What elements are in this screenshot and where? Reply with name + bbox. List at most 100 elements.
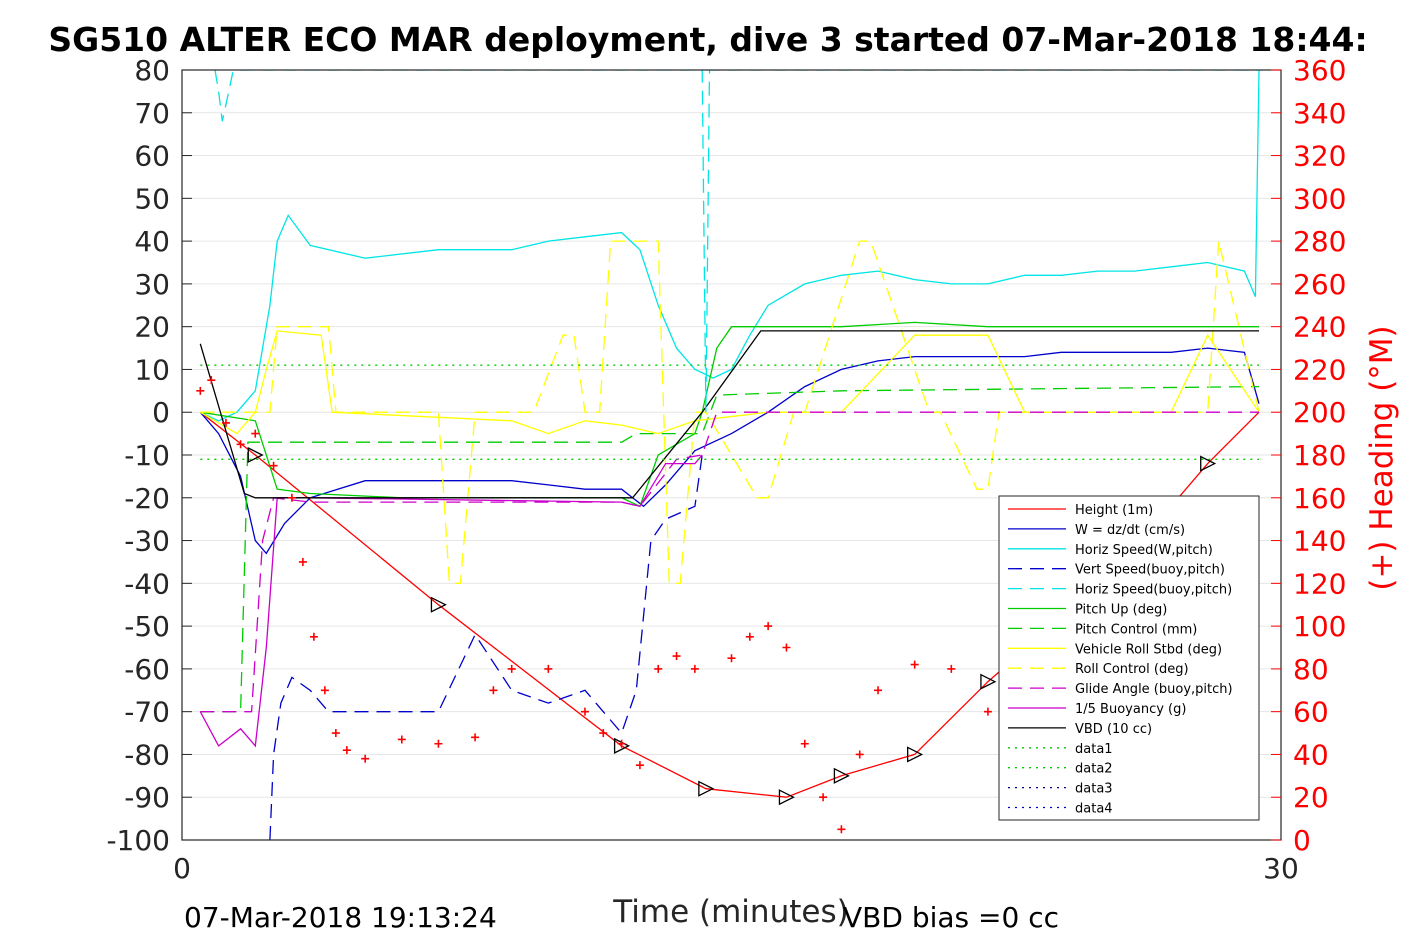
y-tick-label-left: 40 [134,225,170,258]
legend-label: data1 [1075,742,1113,757]
height-marker [907,746,924,763]
series-line-pitch-up-deg [200,321,1259,508]
y-tick-label-right: 280 [1293,225,1346,258]
chart-title: SG510 ALTER ECO MAR deployment, dive 3 s… [48,20,1367,59]
heading-point [342,746,351,755]
heading-point [221,418,230,427]
series-line-horiz-speed-w-pitch [200,70,1260,422]
heading-point [654,664,663,673]
heading-point [309,632,318,641]
heading-point [434,739,443,748]
heading-point [819,793,828,802]
legend-label: Vert Speed(buoy,pitch) [1075,563,1225,578]
y-tick-label-left: 70 [134,97,170,130]
heading-point [599,729,608,738]
heading-point [196,386,205,395]
heading-point [800,739,809,748]
series-line-vert-speed-buoy-pitch [269,454,703,840]
heading-point [251,429,260,438]
heading-point [910,660,919,669]
y-tick-label-right: 120 [1293,567,1346,600]
y-tick-label-left: -40 [124,567,170,600]
heading-point [298,557,307,566]
heading-point [269,461,278,470]
series-group [199,70,1263,840]
heading-point [983,707,992,716]
legend-label: Glide Angle (buoy,pitch) [1075,682,1233,697]
y-tick-label-left: 80 [134,54,170,87]
y-tick-label-left: 0 [152,396,170,429]
heading-point [874,686,883,695]
y-tick-label-right: 80 [1293,653,1329,686]
legend-label: VBD (10 cc) [1075,722,1152,737]
legend-label: Horiz Speed(W,pitch) [1075,543,1213,558]
y-tick-label-right: 100 [1293,610,1346,643]
heading-point [837,825,846,834]
y-tick-label-right: 300 [1293,182,1346,215]
series-line-vehicle-roll-stbd-deg [199,330,1260,435]
y-tick-label-right: 40 [1293,738,1329,771]
legend-label: data4 [1075,802,1113,817]
y-tick-label-left: -50 [124,610,170,643]
height-marker [430,596,447,613]
heading-point [236,440,245,449]
y-tick-label-left: 60 [134,140,170,173]
heading-point [471,733,480,742]
y-tick-label-right: 220 [1293,353,1346,386]
legend-label: data3 [1075,782,1113,797]
height-marker [247,446,264,464]
footer-timestamp: 07-Mar-2018 19:13:24 [184,901,497,934]
y-tick-label-left: -20 [124,482,170,515]
y-tick-label-right: 20 [1293,781,1329,814]
heading-point [635,761,644,770]
series-line-w-dz-dt-cm-s [199,347,1260,555]
heading-point [320,686,329,695]
heading-point [361,754,370,763]
heading-point [617,739,626,748]
heading-point [764,622,773,631]
y-tick-label-right: 180 [1293,439,1346,472]
y-tick-label-right: 320 [1293,140,1346,173]
heading-point [287,493,296,502]
y-tick-label-left: -90 [124,781,170,814]
y-tick-label-right: 360 [1293,54,1346,87]
height-marker [980,673,997,690]
legend: Height (1m) W = dz/dt (cm/s) Horiz Speed(W… [998,495,1260,821]
y-tick-label-left: -100 [106,824,170,857]
heading-point [580,707,589,716]
y-axis-right: 3603403203002802602402202001801601401201… [1271,54,1346,857]
heading-point [782,643,791,652]
legend-label: Height (1m) [1075,503,1153,518]
heading-point [544,664,553,673]
y-tick-label-right: 0 [1293,824,1311,857]
y-tick-label-left: -70 [124,696,170,729]
legend-label: Roll Control (deg) [1075,662,1189,677]
series-line-vbd-10-cc [199,330,1259,499]
height-marker [833,767,850,784]
legend-label: Pitch Control (mm) [1075,622,1197,637]
y-tick-label-right: 160 [1293,482,1346,515]
heading-point [489,686,498,695]
x-axis-label: Time (minutes) [612,894,848,930]
x-axis: 0 30 [173,830,1299,885]
heading-point [690,664,699,673]
series-line-pitch-control-mm [200,385,1260,713]
y-tick-label-left: 50 [134,182,170,215]
y-tick-label-left: -60 [124,653,170,686]
heading-point [507,664,516,673]
x-tick-label: 0 [173,852,191,885]
height-marker [1200,455,1217,472]
legend-label: Vehicle Roll Stbd (deg) [1075,642,1222,657]
heading-point [855,750,864,759]
y-tick-label-left: 30 [134,268,170,301]
y-tick-label-left: -80 [124,738,170,771]
y-tick-label-left: -10 [124,439,170,472]
y-tick-label-right: 240 [1293,311,1346,344]
x-tick-label: 30 [1263,852,1299,885]
y-tick-label-right: 260 [1293,268,1346,301]
footer-vbd-bias: VBD bias =0 cc [843,901,1059,934]
y-tick-label-left: 10 [134,353,170,386]
y-tick-label-right: 140 [1293,525,1346,558]
y-axis-right-label: (+) Heading (°M) [1364,325,1400,590]
